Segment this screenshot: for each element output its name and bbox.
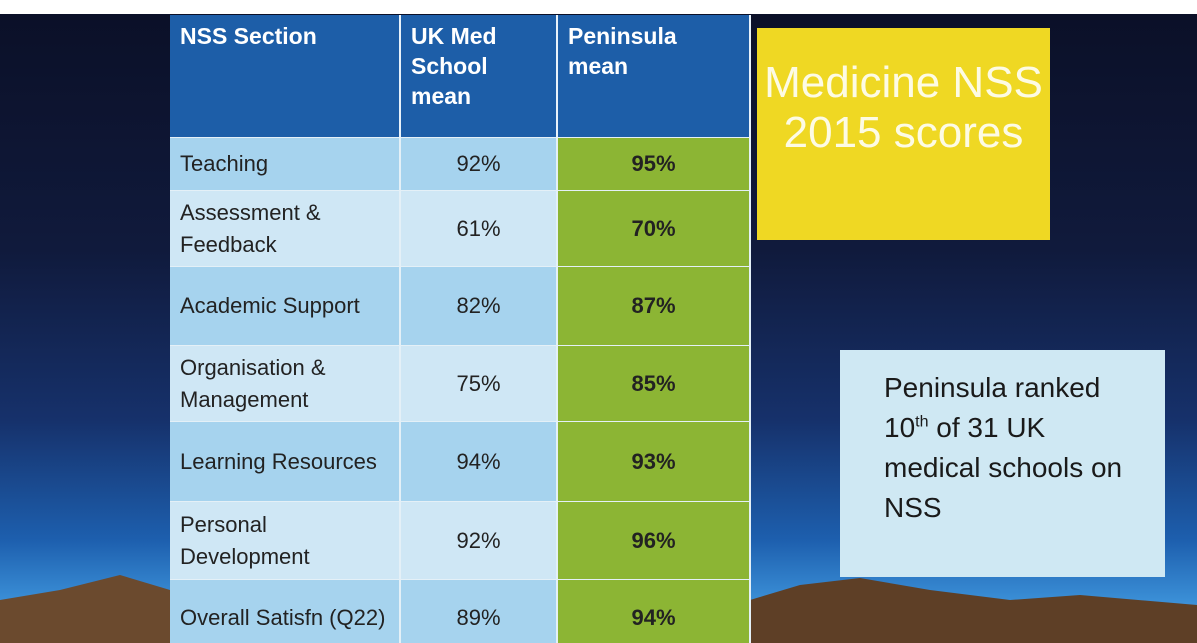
table-cell: 95% — [557, 138, 750, 191]
table-cell: 89% — [400, 580, 557, 643]
table-cell: 70% — [557, 191, 750, 267]
header-cell: NSS Section — [170, 15, 400, 138]
table-cell: 82% — [400, 267, 557, 346]
table-cell: 92% — [400, 138, 557, 191]
table-cell: 94% — [400, 422, 557, 502]
table-cell: 92% — [400, 502, 557, 580]
table-cell: 85% — [557, 346, 750, 422]
table-cell: 75% — [400, 346, 557, 422]
table-cell: Personal Development — [170, 502, 400, 580]
table-cell: 87% — [557, 267, 750, 346]
note-sup: th — [915, 414, 928, 431]
header-cell: Peninsula mean — [557, 15, 750, 138]
title-box: Medicine NSS 2015 scores — [757, 28, 1050, 240]
table-cell: Overall Satisfn (Q22) — [170, 580, 400, 643]
ranking-note: Peninsula ranked 10th of 31 UK medical s… — [840, 350, 1165, 577]
table-row: Overall Satisfn (Q22)89%94% — [170, 580, 750, 643]
table-cell: Teaching — [170, 138, 400, 191]
table-cell: Organisation & Management — [170, 346, 400, 422]
slide: NSS SectionUK Med School meanPeninsula m… — [0, 0, 1197, 643]
table-cell: 93% — [557, 422, 750, 502]
header-cell: UK Med School mean — [400, 15, 557, 138]
table-cell: Learning Resources — [170, 422, 400, 502]
table-cell: Assessment & Feedback — [170, 191, 400, 267]
table-cell: 61% — [400, 191, 557, 267]
table-cell: Academic Support — [170, 267, 400, 346]
table-cell: 96% — [557, 502, 750, 580]
table-cell: 94% — [557, 580, 750, 643]
